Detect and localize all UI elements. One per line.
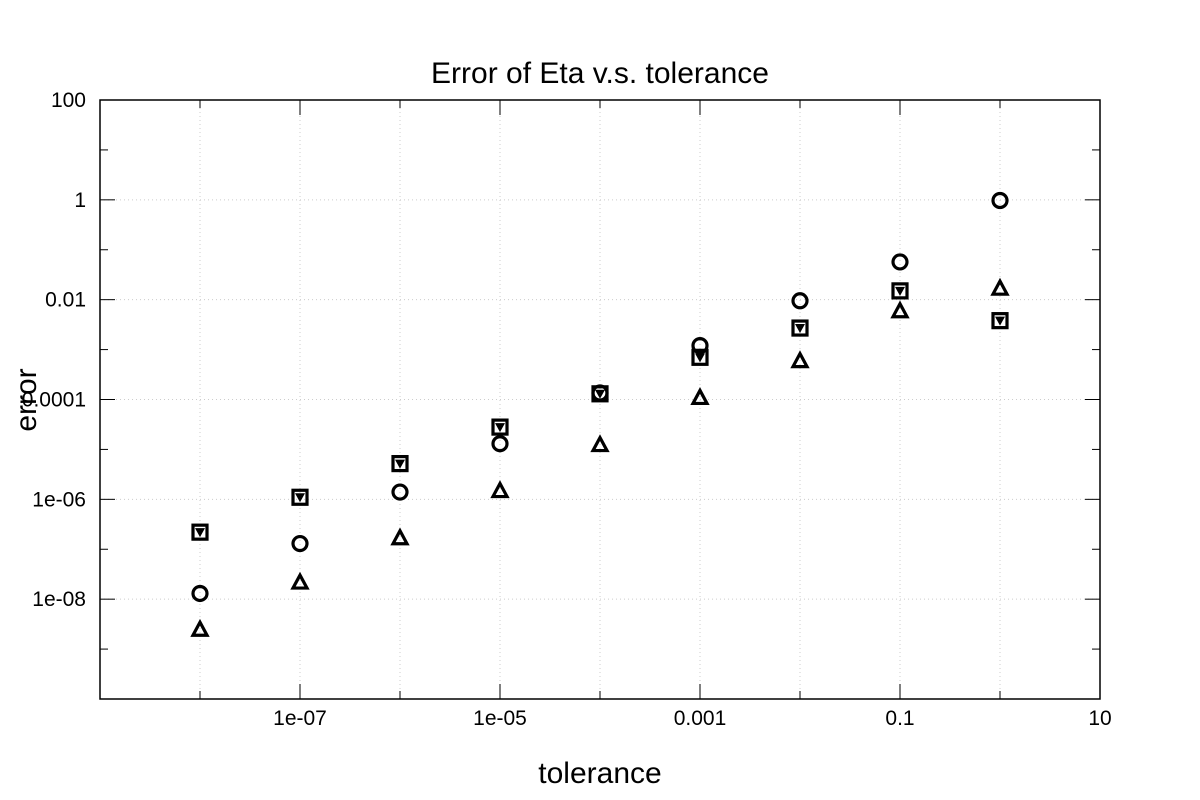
y-tick-label: 1e-08 xyxy=(32,588,86,611)
tick-label-layer: 1e-07 1e-05 0.001 0.1 10 1e-08 1e-06 0.0001 0.01… xyxy=(22,89,1112,730)
circle-point xyxy=(391,483,409,501)
y-tick-label: 1e-06 xyxy=(32,488,86,511)
square-point xyxy=(391,454,409,473)
triangle-down-point xyxy=(895,286,905,296)
triangle-up-point xyxy=(590,434,610,453)
square-point xyxy=(291,488,309,506)
square-point xyxy=(491,418,509,436)
circle-point xyxy=(791,292,809,310)
triangle-up-point xyxy=(990,277,1010,296)
circle-point xyxy=(491,435,509,453)
y-tick-label: 0.01 xyxy=(45,289,86,312)
triangle-up-point xyxy=(490,480,510,499)
square-point xyxy=(591,385,609,403)
circle-point xyxy=(691,337,709,355)
triangle-up-point xyxy=(390,527,410,546)
x-tick-label: 0.001 xyxy=(674,707,727,730)
triangle-down-point xyxy=(695,353,705,363)
square-point xyxy=(691,348,709,366)
plot-frame xyxy=(99,99,1101,700)
triangle-down-point xyxy=(995,316,1005,326)
square-point xyxy=(891,282,909,300)
triangle-down-point xyxy=(495,423,505,433)
square-point xyxy=(791,319,809,337)
x-tick-label: 0.1 xyxy=(885,707,914,730)
chart-title: Error of Eta v.s. tolerance xyxy=(431,57,769,90)
y-axis-title: error xyxy=(10,368,43,431)
circle-point xyxy=(991,191,1009,210)
circle-point xyxy=(191,584,209,603)
triangle-down-point xyxy=(595,389,605,399)
x-axis-title: tolerance xyxy=(538,757,661,790)
x-tick-label: 1e-07 xyxy=(273,707,327,730)
y-tick-label: 100 xyxy=(51,89,86,112)
y-tick-label: 1 xyxy=(74,189,86,212)
circle-point xyxy=(291,534,309,553)
y-tick-label: 0.0001 xyxy=(22,389,86,412)
x-tick-label: 10 xyxy=(1088,707,1111,730)
triangle-up-point xyxy=(690,387,710,406)
triangle-down-point xyxy=(295,493,305,503)
triangle-up-point xyxy=(890,300,910,319)
triangle-up-point xyxy=(790,350,810,369)
triangle-down-point xyxy=(195,528,205,538)
x-tick-label: 1e-05 xyxy=(473,707,527,730)
triangle-down-point xyxy=(795,324,805,334)
square-point xyxy=(991,312,1009,330)
square-point xyxy=(191,523,209,541)
circle-point xyxy=(891,253,909,271)
triangle-up-point xyxy=(290,571,310,590)
marker-layer xyxy=(190,191,1010,637)
triangle-down-point xyxy=(395,459,405,469)
triangle-up-point xyxy=(190,618,210,637)
